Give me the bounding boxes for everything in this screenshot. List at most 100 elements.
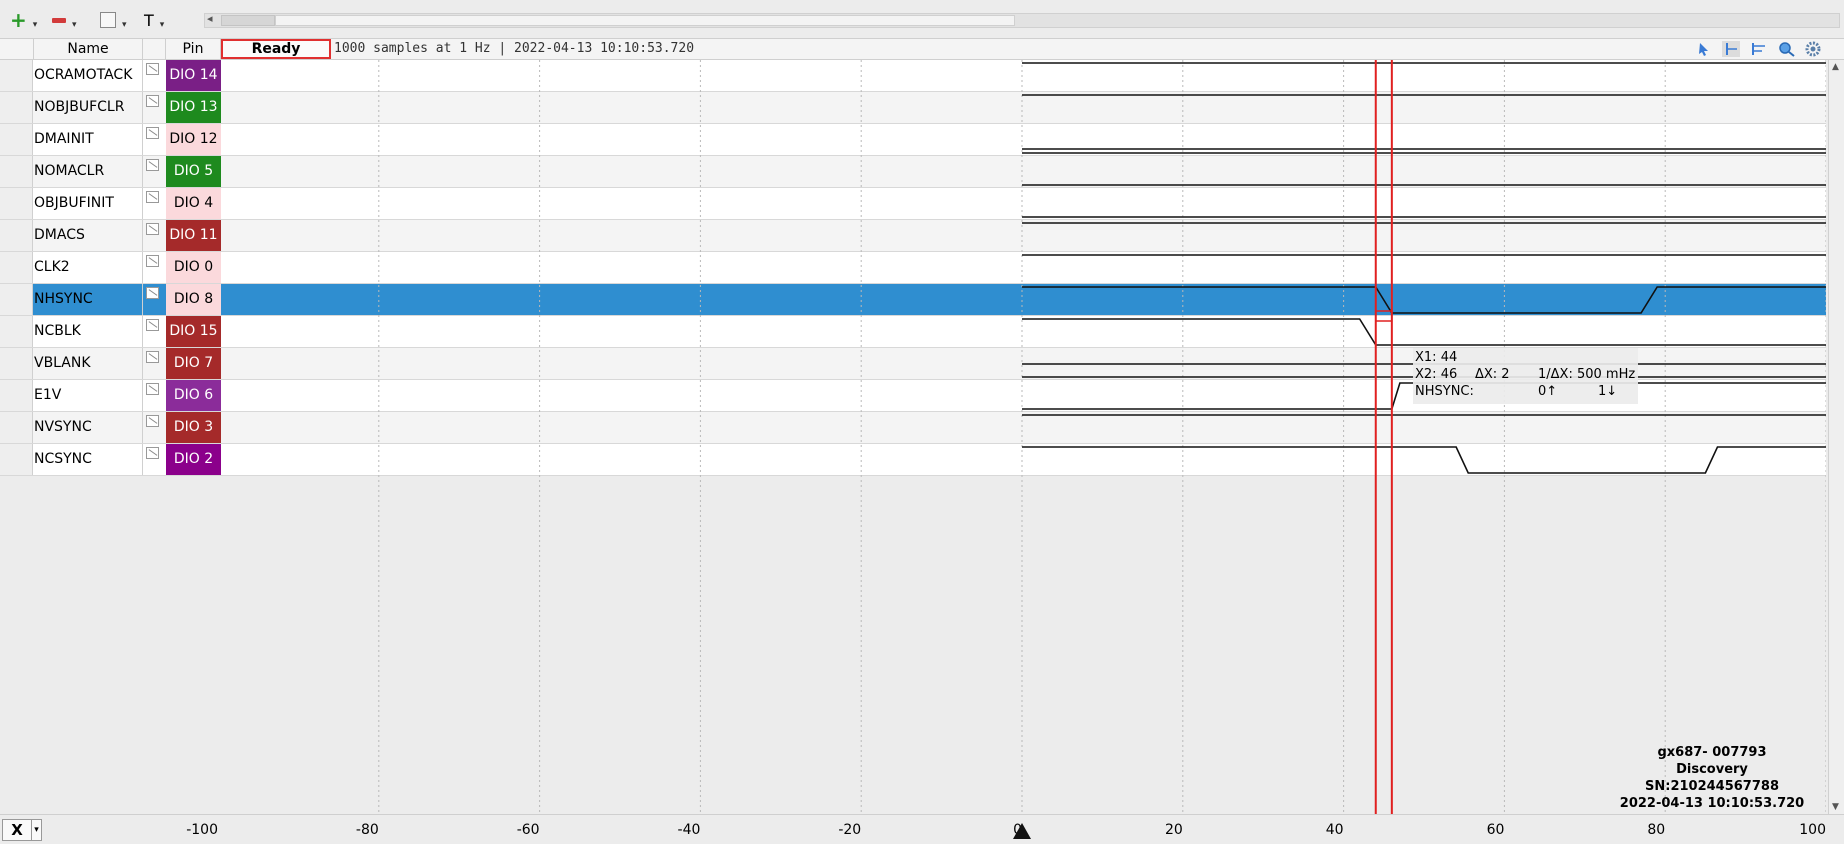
tooltip-x1: X1: 44	[1415, 350, 1458, 365]
signal-trace	[1022, 318, 1826, 346]
cursor-span-marker	[1375, 310, 1393, 322]
channel-pin-badge: DIO 15	[166, 316, 221, 347]
horizontal-scrollbar[interactable]: ◂	[204, 12, 1840, 28]
channel-row[interactable]: NCBLK DIO 15	[0, 316, 1826, 348]
acquisition-info: 1000 samples at 1 Hz | 2022-04-13 10:10:…	[334, 41, 695, 56]
vertical-cursor-icon[interactable]	[1722, 41, 1740, 57]
row-handle[interactable]	[0, 188, 33, 219]
channel-name[interactable]: E1V	[34, 380, 143, 411]
column-check-header	[143, 39, 166, 59]
channel-row[interactable]: NOBJBUFCLR DIO 13	[0, 92, 1826, 124]
row-handle[interactable]	[0, 444, 33, 475]
channel-name[interactable]: DMACS	[34, 220, 143, 251]
pen-icon	[100, 12, 116, 28]
row-handle[interactable]	[0, 124, 33, 155]
channel-header: Name Pin Ready 1000 samples at 1 Hz | 20…	[0, 38, 1844, 60]
row-handle[interactable]	[0, 348, 33, 379]
row-handle[interactable]	[0, 220, 33, 251]
signal-trace	[1022, 286, 1826, 314]
row-handle[interactable]	[0, 284, 33, 315]
channel-name[interactable]: VBLANK	[34, 348, 143, 379]
zoom-icon[interactable]	[1778, 41, 1796, 57]
axis-x-button[interactable]: X	[2, 819, 32, 841]
gear-icon[interactable]	[1804, 41, 1822, 57]
tooltip-channel: NHSYNC:	[1415, 384, 1474, 399]
channel-name[interactable]: DMAINIT	[34, 124, 143, 155]
channel-row[interactable]: NCSYNC DIO 2	[0, 444, 1826, 476]
channel-name[interactable]: CLK2	[34, 252, 143, 283]
channel-options-icon[interactable]	[146, 319, 159, 331]
channel-options-icon[interactable]	[146, 223, 159, 235]
cursor-pointer-icon[interactable]	[1694, 41, 1712, 57]
chevron-down-icon[interactable]: ▾	[32, 819, 42, 841]
vertical-scrollbar[interactable]: ▲ ▼	[1828, 60, 1844, 814]
axis-tick-label: -20	[838, 822, 862, 838]
channel-name[interactable]: NOMACLR	[34, 156, 143, 187]
channel-name[interactable]: NCBLK	[34, 316, 143, 347]
signal-trace	[1022, 446, 1826, 474]
channel-row[interactable]: DMAINIT DIO 12	[0, 124, 1826, 156]
waveform-plot[interactable]	[222, 60, 1826, 814]
channel-options-icon[interactable]	[146, 191, 159, 203]
channel-name[interactable]: NCSYNC	[34, 444, 143, 475]
row-handle[interactable]	[0, 380, 33, 411]
device-name: Discovery	[1676, 762, 1748, 777]
axis-tick-label: -60	[516, 822, 540, 838]
channel-options-icon[interactable]	[146, 415, 159, 427]
channel-row[interactable]: DMACS DIO 11	[0, 220, 1826, 252]
trigger-position-marker[interactable]	[1013, 823, 1031, 839]
channel-row[interactable]: NVSYNC DIO 3	[0, 412, 1826, 444]
scroll-left-icon[interactable]: ◂	[207, 12, 213, 25]
scroll-down-icon[interactable]: ▼	[1832, 802, 1839, 812]
scrollbar-thumb[interactable]	[275, 15, 1015, 26]
row-handle[interactable]	[0, 60, 33, 91]
channel-row[interactable]: NHSYNC DIO 8	[0, 284, 1826, 316]
row-handle[interactable]	[0, 92, 33, 123]
column-pin-header[interactable]: Pin	[166, 39, 221, 59]
channel-options-icon[interactable]	[146, 287, 159, 299]
channel-row[interactable]: NOMACLR DIO 5	[0, 156, 1826, 188]
channel-options-icon[interactable]	[146, 159, 159, 171]
channel-options-icon[interactable]	[146, 127, 159, 139]
remove-channel-button[interactable]: ▾	[52, 9, 77, 31]
column-name-header[interactable]: Name	[34, 39, 143, 59]
add-channel-button[interactable]: + ▾	[10, 8, 38, 32]
text-button[interactable]: T ▾	[144, 10, 165, 31]
channel-options-icon[interactable]	[146, 351, 159, 363]
time-axis: X ▾ -100 -80 -60 -40 -20 0 20 40 60 80 100	[0, 814, 1844, 844]
edit-button[interactable]: ▾	[100, 9, 127, 31]
channel-pin-badge: DIO 7	[166, 348, 221, 379]
channel-pin-badge: DIO 14	[166, 60, 221, 91]
channel-options-icon[interactable]	[146, 63, 159, 75]
row-handle[interactable]	[0, 156, 33, 187]
channel-name[interactable]: NHSYNC	[34, 284, 143, 315]
channel-name[interactable]: OBJBUFINIT	[34, 188, 143, 219]
axis-tick-label: -100	[186, 822, 218, 838]
text-button-label: T	[144, 10, 154, 30]
channel-pin-badge: DIO 11	[166, 220, 221, 251]
scrollbar-track-left	[221, 15, 275, 26]
channel-name[interactable]: OCRAMOTACK	[34, 60, 143, 91]
channel-options-icon[interactable]	[146, 255, 159, 267]
tooltip-rise-count: 0↑	[1538, 384, 1558, 399]
channel-pin-badge: DIO 4	[166, 188, 221, 219]
row-handle[interactable]	[0, 316, 33, 347]
scroll-up-icon[interactable]: ▲	[1832, 62, 1839, 72]
channel-options-icon[interactable]	[146, 383, 159, 395]
channel-options-icon[interactable]	[146, 447, 159, 459]
device-model: gx687- 007793	[1657, 745, 1767, 760]
row-handle[interactable]	[0, 412, 33, 443]
channel-row[interactable]: OCRAMOTACK DIO 14	[0, 60, 1826, 92]
cursor-measurement-tooltip: X1: 44 X2: 46 ΔX: 2 1/ΔX: 500 mHz NHSYNC…	[1413, 348, 1638, 404]
channel-name[interactable]: NVSYNC	[34, 412, 143, 443]
channel-name[interactable]: NOBJBUFCLR	[34, 92, 143, 123]
channel-row[interactable]: CLK2 DIO 0	[0, 252, 1826, 284]
channel-options-icon[interactable]	[146, 95, 159, 107]
axis-tick-label: -80	[355, 822, 379, 838]
multi-cursor-icon[interactable]	[1750, 41, 1768, 57]
channel-row[interactable]: OBJBUFINIT DIO 4	[0, 188, 1826, 220]
row-handle[interactable]	[0, 252, 33, 283]
axis-tick-label: 100	[1799, 822, 1826, 838]
axis-tick-label: 80	[1647, 822, 1666, 838]
minus-icon	[52, 17, 66, 23]
